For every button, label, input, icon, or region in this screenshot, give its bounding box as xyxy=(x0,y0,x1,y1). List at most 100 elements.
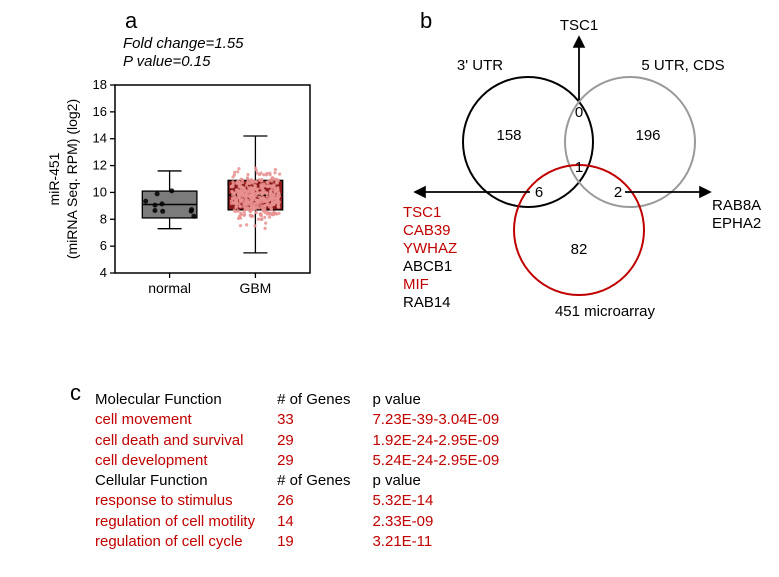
count-right-bottom: 2 xyxy=(614,184,622,201)
c-h2-col3: p value xyxy=(372,471,521,491)
jitter-point xyxy=(255,211,258,214)
jitter-point xyxy=(233,194,236,197)
jitter-point xyxy=(265,184,268,187)
pvalue-text: P value=0.15 xyxy=(123,53,211,70)
jitter-point xyxy=(277,205,280,208)
jitter-point xyxy=(239,211,242,214)
jitter-point xyxy=(233,171,236,174)
jitter-point xyxy=(232,182,235,185)
jitter-point xyxy=(268,212,271,215)
jitter-point xyxy=(274,168,277,171)
jitter-point xyxy=(231,175,234,178)
jitter-point xyxy=(237,183,240,186)
jitter-point xyxy=(243,213,246,216)
jitter-point xyxy=(259,213,262,216)
jitter-point xyxy=(270,208,273,211)
jitter-point xyxy=(256,187,259,190)
ytick-label: 8 xyxy=(100,211,107,226)
right-circle-label: 5 UTR, CDS xyxy=(641,57,724,74)
jitter-point xyxy=(155,191,160,196)
jitter-point xyxy=(250,215,253,218)
jitter-point xyxy=(257,218,260,221)
right-gene: EPHA2 xyxy=(712,215,761,232)
jitter-point xyxy=(268,173,271,176)
jitter-point xyxy=(264,222,267,225)
jitter-point xyxy=(249,182,252,185)
count-bottom: 82 xyxy=(571,241,588,258)
c-h2-col2: # of Genes xyxy=(277,471,372,491)
jitter-point xyxy=(246,199,249,202)
ytick-label: 16 xyxy=(93,104,107,119)
jitter-point xyxy=(253,195,256,198)
jitter-point xyxy=(152,208,157,213)
panel-c-label: c xyxy=(70,380,81,406)
jitter-point xyxy=(230,185,233,188)
jitter-point xyxy=(246,190,249,193)
jitter-point xyxy=(273,171,276,174)
panel-a-chart: Fold change=1.55P value=0.15468101214161… xyxy=(25,30,335,320)
c-r4-n: 26 xyxy=(277,491,372,511)
jitter-point xyxy=(260,218,263,221)
jitter-point xyxy=(266,181,269,184)
c-r2-n: 29 xyxy=(277,431,372,451)
c-r6-p: 3.21E-11 xyxy=(372,532,521,552)
jitter-point xyxy=(262,192,265,195)
jitter-point xyxy=(250,178,253,181)
jitter-point xyxy=(275,212,278,215)
jitter-point xyxy=(254,166,257,169)
ytick-label: 4 xyxy=(100,265,107,280)
jitter-point xyxy=(263,216,266,219)
jitter-point xyxy=(246,173,249,176)
fold-change-text: Fold change=1.55 xyxy=(123,35,244,52)
jitter-point xyxy=(268,205,271,208)
ytick-label: 14 xyxy=(93,131,107,146)
ylabel2: (miRNA Seq. RPM) (log2) xyxy=(64,99,80,259)
c-r3-p: 5.24E-24-2.95E-09 xyxy=(372,451,521,471)
jitter-point xyxy=(153,203,158,208)
jitter-point xyxy=(268,215,271,218)
jitter-point xyxy=(260,206,263,209)
c-h1-col1: Molecular Function xyxy=(95,390,277,410)
ytick-label: 6 xyxy=(100,238,107,253)
jitter-point xyxy=(277,179,280,182)
jitter-point xyxy=(236,170,239,173)
jitter-point xyxy=(259,187,262,190)
jitter-point xyxy=(255,180,258,183)
jitter-point xyxy=(169,188,174,193)
jitter-point xyxy=(253,205,256,208)
jitter-point xyxy=(274,190,277,193)
c-r6-n: 19 xyxy=(277,532,372,552)
jitter-point xyxy=(246,207,249,210)
jitter-point xyxy=(255,192,258,195)
jitter-point xyxy=(160,209,165,214)
left-circle-label: 3' UTR xyxy=(457,57,503,74)
jitter-point xyxy=(262,197,265,200)
jitter-point xyxy=(252,191,255,194)
right-gene: RAB8A xyxy=(712,197,761,214)
c-r3-n: 29 xyxy=(277,451,372,471)
jitter-point xyxy=(266,195,269,198)
venn-bottom xyxy=(514,165,644,295)
jitter-point xyxy=(263,211,266,214)
jitter-point xyxy=(273,187,276,190)
jitter-point xyxy=(260,183,263,186)
jitter-point xyxy=(240,178,243,181)
jitter-point xyxy=(270,180,273,183)
left-gene: RAB14 xyxy=(403,294,451,311)
jitter-point xyxy=(256,172,259,175)
bottom-circle-label: 451 microarray xyxy=(555,303,656,320)
jitter-point xyxy=(143,199,148,204)
jitter-point xyxy=(270,185,273,188)
count-top-overlap: 0 xyxy=(575,104,583,121)
jitter-point xyxy=(276,197,279,200)
jitter-point xyxy=(259,171,262,174)
jitter-point xyxy=(256,200,259,203)
jitter-point xyxy=(245,223,248,226)
jitter-point xyxy=(233,208,236,211)
jitter-point xyxy=(278,173,281,176)
jitter-point xyxy=(239,205,242,208)
jitter-point xyxy=(265,172,268,175)
jitter-point xyxy=(233,201,236,204)
jitter-point xyxy=(248,188,251,191)
c-r1-name: cell movement xyxy=(95,410,277,430)
